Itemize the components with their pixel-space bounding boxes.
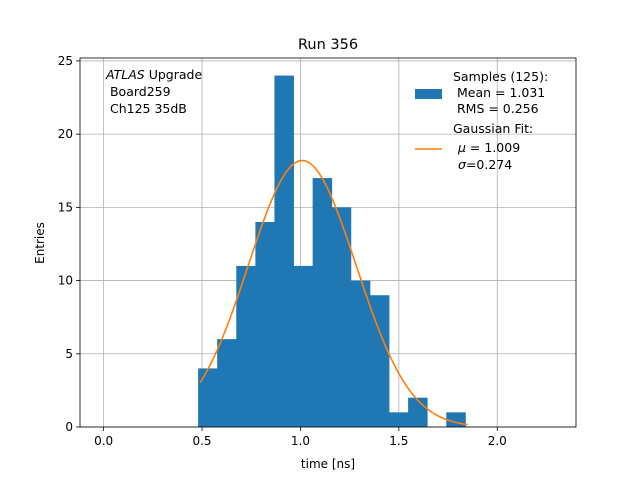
x-tick-label: 1.0 [291, 434, 310, 448]
histogram-bars [198, 75, 466, 428]
plot-frame [79, 57, 577, 428]
y-tick-label: 0 [65, 420, 73, 434]
histogram-bar [236, 265, 256, 427]
x-tick-label: 1.5 [389, 434, 408, 448]
histogram-bar [274, 75, 294, 428]
y-tick-label: 25 [58, 54, 73, 68]
y-axis-ticks: 0 5 10 15 20 25 [58, 54, 80, 434]
x-tick-label: 0.5 [192, 434, 211, 448]
histogram-bar [293, 265, 314, 427]
atlas-annotation: ATLAS Upgrade Board259 Ch125 35dB [105, 67, 202, 116]
annotation-line-2: Board259 [106, 84, 171, 99]
y-tick-label: 5 [65, 347, 73, 361]
annotation-line-3: Ch125 35dB [106, 101, 187, 116]
x-tick-label: 2.0 [488, 434, 507, 448]
histogram-bar [369, 295, 390, 427]
legend: Samples (125): Mean = 1.031 RMS = 0.256 … [415, 69, 548, 172]
legend-mu-symbol: μ [457, 140, 466, 155]
histogram-bar [408, 397, 428, 427]
annotation-italic: ATLAS [105, 67, 145, 82]
y-axis-label: Entries [33, 222, 47, 264]
chart-title: Run 356 [298, 37, 358, 53]
x-axis-label: time [ns] [301, 457, 355, 471]
legend-sigma-value: =0.274 [466, 157, 512, 172]
legend-fit-sigma: σ=0.274 [458, 157, 512, 172]
gaussian-fit-curve [199, 159, 468, 426]
legend-samples-rms: RMS = 0.256 [453, 101, 539, 116]
annotation-line-1: ATLAS Upgrade [105, 67, 202, 82]
histogram-bar [312, 178, 333, 427]
legend-samples-title: Samples (125): [453, 69, 548, 84]
legend-mu-value: = 1.009 [466, 140, 520, 155]
histogram-bar [217, 339, 237, 427]
annotation-rest: Upgrade [145, 67, 203, 82]
histogram-bar [331, 207, 352, 427]
x-axis-ticks: 0.0 0.5 1.0 1.5 2.0 [94, 427, 507, 448]
legend-sigma-symbol: σ [458, 157, 467, 172]
histogram-bar [198, 368, 218, 427]
histogram-bar [389, 412, 409, 427]
legend-samples-mean: Mean = 1.031 [453, 85, 545, 100]
y-tick-label: 20 [58, 127, 73, 141]
y-tick-label: 10 [58, 274, 73, 288]
x-tick-label: 0.0 [94, 434, 113, 448]
histogram-bar [350, 280, 371, 427]
histogram-bar [255, 222, 275, 427]
legend-fit-title: Gaussian Fit: [453, 121, 533, 136]
legend-fit-mu: μ = 1.009 [457, 140, 520, 155]
y-tick-label: 15 [58, 200, 73, 214]
legend-samples-swatch [415, 89, 442, 99]
